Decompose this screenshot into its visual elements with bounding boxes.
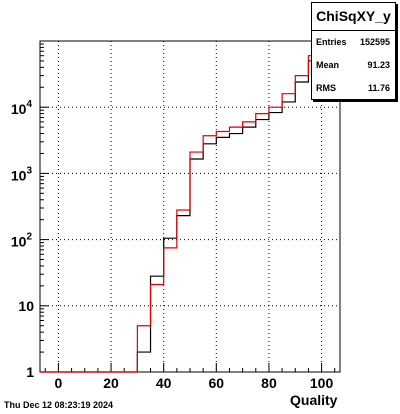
stats-value: 11.76 [367,83,390,93]
series-0-line [40,40,335,373]
x-tick-label: 20 [103,375,119,391]
stats-label: RMS [316,83,336,93]
series-1-line [40,40,335,373]
stats-row-entries: Entries 152595 [312,31,395,54]
timestamp: Thu Dec 12 08:23:19 2024 [4,400,114,410]
stats-box: ChiSqXY_y Entries 152595 Mean 91.23 RMS … [311,2,396,100]
x-tick-label: 80 [261,375,277,391]
y-tick-labels: 1 10 102 103 104 [11,99,34,380]
x-tick-label: 40 [156,375,172,391]
y-tick-label: 10 [18,298,34,314]
stats-title: ChiSqXY_y [312,3,395,31]
y-tick-label: 104 [11,99,33,117]
stats-label: Entries [316,37,347,47]
stats-label: Mean [316,60,340,70]
series-lines [40,40,335,373]
stats-row-mean: Mean 91.23 [312,54,395,77]
x-tick-labels: 0 20 40 60 80 100 [55,375,334,391]
y-tick-label: 1 [26,364,34,380]
y-tick-label: 103 [11,165,33,183]
stats-row-rms: RMS 11.76 [312,77,395,100]
x-axis-title: Quality [290,392,338,408]
y-tick-label: 102 [11,232,33,250]
stats-value: 91.23 [367,60,390,70]
stats-value: 152595 [359,37,390,47]
x-tick-label: 100 [310,375,334,391]
x-tick-label: 0 [55,375,63,391]
x-tick-label: 60 [209,375,225,391]
